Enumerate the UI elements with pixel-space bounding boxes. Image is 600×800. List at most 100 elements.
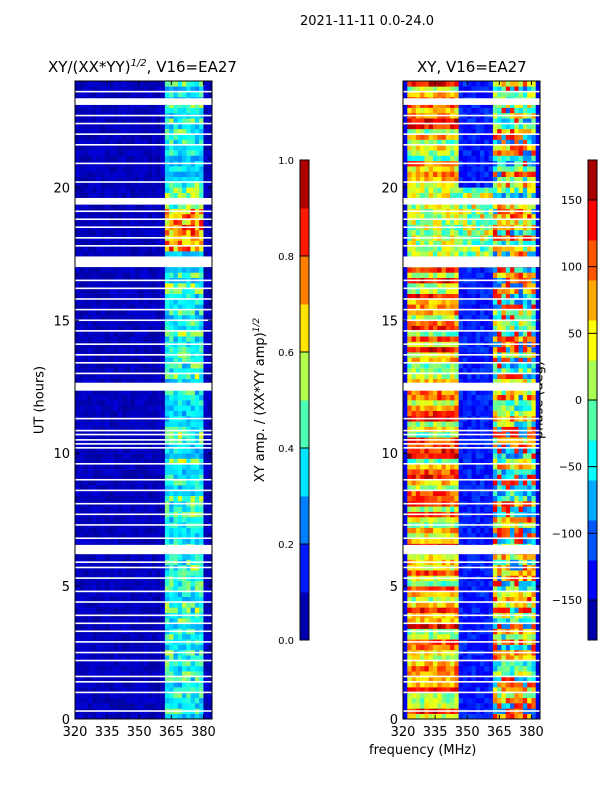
heatmap-cell bbox=[96, 713, 101, 720]
heatmap-cell bbox=[182, 144, 187, 151]
heatmap-cell bbox=[458, 697, 464, 704]
heatmap-cell bbox=[134, 304, 140, 310]
heatmap-cell bbox=[177, 681, 183, 688]
heatmap-cell bbox=[75, 474, 80, 481]
heatmap-cell bbox=[79, 107, 84, 114]
heatmap-cell bbox=[173, 633, 179, 640]
heatmap-cell bbox=[75, 676, 80, 683]
heatmap-cell bbox=[79, 516, 84, 523]
title-text: XY/(XX*YY) bbox=[48, 58, 131, 76]
heatmap-cell bbox=[445, 633, 451, 640]
heatmap-cell bbox=[505, 591, 511, 598]
heatmap-cell bbox=[75, 155, 80, 162]
flagged-line bbox=[75, 245, 212, 247]
heatmap-cell bbox=[134, 134, 140, 140]
heatmap-cell bbox=[186, 267, 191, 273]
heatmap-cell bbox=[160, 293, 166, 300]
heatmap-cell bbox=[450, 665, 455, 672]
heatmap-cell bbox=[432, 607, 438, 613]
heatmap-cell bbox=[83, 389, 89, 395]
heatmap-cell bbox=[203, 655, 209, 661]
heatmap-cell bbox=[122, 681, 127, 688]
heatmap-cell bbox=[75, 298, 80, 305]
heatmap-cell bbox=[207, 665, 213, 672]
heatmap-cell bbox=[143, 320, 149, 326]
heatmap-cell bbox=[182, 570, 187, 576]
heatmap-cell bbox=[497, 665, 502, 672]
heatmap-cell bbox=[109, 527, 114, 534]
heatmap-cell bbox=[122, 336, 127, 342]
heatmap-cell bbox=[471, 644, 477, 651]
heatmap-cell bbox=[147, 203, 153, 209]
heatmap-cell bbox=[194, 288, 200, 294]
heatmap-cell bbox=[104, 687, 110, 693]
heatmap-cell bbox=[527, 644, 532, 651]
heatmap-cell bbox=[139, 245, 144, 252]
heatmap-cell bbox=[475, 692, 481, 699]
heatmap-cell bbox=[194, 485, 200, 491]
heatmap-cell bbox=[186, 176, 191, 183]
heatmap-cell bbox=[177, 346, 183, 353]
heatmap-cell bbox=[445, 713, 451, 720]
heatmap-cell bbox=[182, 283, 187, 289]
heatmap-cell bbox=[79, 394, 84, 401]
heatmap-cell bbox=[113, 453, 119, 459]
heatmap-cell bbox=[207, 479, 213, 486]
heatmap-cell bbox=[134, 453, 140, 459]
heatmap-cell bbox=[522, 580, 528, 587]
heatmap-cell bbox=[100, 245, 106, 252]
heatmap-cell bbox=[96, 617, 101, 624]
heatmap-cell bbox=[415, 602, 421, 608]
heatmap-cell bbox=[152, 405, 157, 411]
heatmap-cell bbox=[152, 245, 157, 252]
heatmap-cell bbox=[130, 405, 136, 411]
heatmap-cell bbox=[83, 442, 89, 449]
heatmap-cell bbox=[164, 134, 170, 140]
heatmap-cell bbox=[92, 357, 97, 364]
heatmap-cell bbox=[117, 469, 123, 475]
heatmap-cell bbox=[471, 681, 477, 688]
heatmap-cell bbox=[122, 203, 127, 209]
heatmap-cell bbox=[139, 182, 144, 188]
heatmap-cell bbox=[130, 357, 136, 364]
heatmap-cell bbox=[164, 171, 170, 177]
heatmap-cell bbox=[104, 644, 110, 651]
heatmap-cell bbox=[87, 155, 93, 162]
heatmap-cell bbox=[109, 144, 114, 151]
heatmap-cell bbox=[113, 293, 119, 300]
heatmap-cell bbox=[113, 314, 119, 321]
heatmap-cell bbox=[437, 676, 442, 683]
heatmap-cell bbox=[156, 213, 161, 220]
heatmap-cell bbox=[83, 506, 89, 512]
heatmap-cell bbox=[143, 283, 149, 289]
heatmap-cell bbox=[535, 697, 541, 704]
heatmap-cell bbox=[475, 623, 481, 629]
heatmap-cell bbox=[173, 229, 179, 236]
heatmap-cell bbox=[75, 272, 80, 279]
heatmap-cell bbox=[100, 373, 106, 380]
heatmap-cell bbox=[173, 139, 179, 146]
heatmap-cell bbox=[203, 320, 209, 326]
heatmap-cell bbox=[79, 128, 84, 135]
heatmap-cell bbox=[122, 506, 127, 512]
heatmap-cell bbox=[100, 586, 106, 592]
heatmap-cell bbox=[194, 182, 200, 188]
heatmap-cell bbox=[203, 107, 209, 114]
heatmap-cell bbox=[156, 655, 161, 661]
heatmap-cell bbox=[182, 325, 187, 332]
heatmap-cell bbox=[169, 251, 174, 257]
heatmap-cell bbox=[130, 607, 136, 613]
heatmap-cell bbox=[199, 713, 204, 720]
heatmap-cell bbox=[501, 580, 507, 587]
heatmap-cell bbox=[424, 570, 429, 576]
heatmap-cell bbox=[514, 580, 519, 587]
heatmap-cell bbox=[458, 713, 464, 720]
flagged-line bbox=[75, 478, 212, 481]
heatmap-cell bbox=[156, 389, 161, 395]
heatmap-cell bbox=[186, 219, 191, 225]
heatmap-cell bbox=[104, 479, 110, 486]
heatmap-cell bbox=[126, 596, 131, 603]
heatmap-cell bbox=[203, 623, 209, 629]
heatmap-cell bbox=[207, 687, 213, 693]
heatmap-cell bbox=[186, 272, 191, 279]
